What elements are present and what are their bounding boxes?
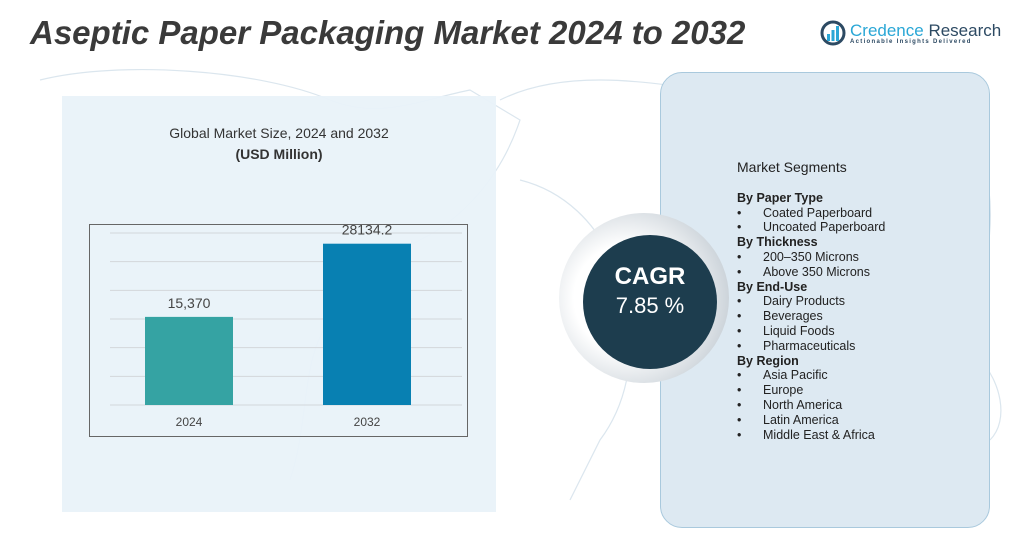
segment-group-title: By Thickness xyxy=(737,235,818,250)
segment-item-label: North America xyxy=(763,397,843,412)
segment-item: • Uncoated Paperboard xyxy=(737,220,885,235)
bar-2024 xyxy=(145,316,233,405)
bar-chart-svg: 15,370 2024 28134.2 2032 xyxy=(110,222,462,429)
segment-item-label: Europe xyxy=(763,383,804,398)
segment-item: • Above 350 Microns xyxy=(737,265,885,280)
logo-name-a: Credence xyxy=(850,20,924,40)
bar-chart: 15,370 2024 28134.2 2032 xyxy=(89,222,468,437)
segment-item: • Latin America xyxy=(737,413,885,428)
market-segments: Market Segments By Paper Type • Coated Pap… xyxy=(737,160,885,442)
logo-tagline: Actionable Insights Delivered xyxy=(850,38,972,45)
logo-name-b: Research xyxy=(923,20,1002,40)
bullet-icon: • xyxy=(737,294,742,309)
bullet-icon: • xyxy=(737,249,742,264)
segment-item: • Beverages xyxy=(737,309,885,324)
segment-item: • Europe xyxy=(737,383,885,398)
bullet-icon: • xyxy=(737,264,742,279)
x-tick-label: 2032 xyxy=(354,415,381,429)
segment-item: • Asia Pacific xyxy=(737,368,885,383)
segment-item: • Coated Paperboard xyxy=(737,206,885,221)
bullet-icon: • xyxy=(737,205,742,220)
segment-item: • Liquid Foods xyxy=(737,324,885,339)
segment-item-label: Latin America xyxy=(763,412,839,427)
bullet-icon: • xyxy=(737,220,742,235)
segment-group-title: By End-Use xyxy=(737,279,808,294)
segment-item-label: Liquid Foods xyxy=(763,323,835,338)
chart-title: Global Market Size, 2024 and 2032 xyxy=(169,125,389,141)
bullet-icon: • xyxy=(737,323,742,338)
bullet-icon: • xyxy=(737,368,742,383)
bullet-icon: • xyxy=(737,427,742,442)
segment-item-label: Pharmaceuticals xyxy=(763,338,856,353)
x-tick-label: 2024 xyxy=(176,415,203,429)
segment-item-label: Uncoated Paperboard xyxy=(763,220,886,235)
bullet-icon: • xyxy=(737,309,742,324)
cagr-label: CAGR xyxy=(614,263,686,290)
segment-item: • 200–350 Microns xyxy=(737,250,885,265)
segment-group-title: By Region xyxy=(737,353,799,368)
segment-item: • Middle East & Africa xyxy=(737,428,885,443)
bullet-icon: • xyxy=(737,338,742,353)
segment-item: • Pharmaceuticals xyxy=(737,339,885,354)
segment-group-title: By Paper Type xyxy=(737,190,823,205)
bullet-icon: • xyxy=(737,412,742,427)
bullet-icon: • xyxy=(737,397,742,412)
cagr-badge: CAGR 7.85 % xyxy=(583,235,717,369)
segments-title: Market Segments xyxy=(737,159,847,175)
segment-item: • Dairy Products xyxy=(737,294,885,309)
data-label: 28134.2 xyxy=(342,225,393,238)
chart-subtitle: (USD Million) xyxy=(235,146,323,162)
segment-item-label: Above 350 Microns xyxy=(763,264,871,279)
chart-panel xyxy=(62,96,496,512)
bullet-icon: • xyxy=(737,383,742,398)
logo-chart-icon xyxy=(820,20,846,46)
segment-item-label: Asia Pacific xyxy=(763,368,828,383)
segment-item-label: Dairy Products xyxy=(763,294,845,309)
segment-item-label: Beverages xyxy=(763,309,823,324)
cagr-value: 7.85 % xyxy=(615,293,685,318)
segment-item-label: Middle East & Africa xyxy=(763,427,875,442)
logo: Credence Research Actionable Insights De… xyxy=(820,20,1001,46)
segment-item: • North America xyxy=(737,398,885,413)
page-title: Aseptic Paper Packaging Market 2024 to 2… xyxy=(30,14,746,51)
bar-2032 xyxy=(323,243,411,405)
segment-item-label: 200–350 Microns xyxy=(763,249,859,264)
data-label: 15,370 xyxy=(168,295,211,311)
segment-item-label: Coated Paperboard xyxy=(763,205,873,220)
